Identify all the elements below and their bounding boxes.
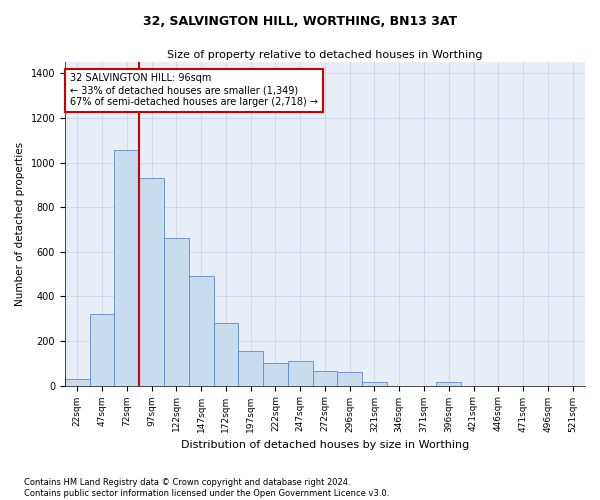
Bar: [65, 379, 89, 386]
Bar: [164, 238, 189, 386]
Bar: [238, 351, 263, 386]
Bar: [362, 382, 387, 386]
Bar: [263, 364, 288, 386]
Bar: [139, 178, 164, 386]
Y-axis label: Number of detached properties: Number of detached properties: [15, 142, 25, 306]
Bar: [89, 314, 115, 386]
Text: Contains HM Land Registry data © Crown copyright and database right 2024.
Contai: Contains HM Land Registry data © Crown c…: [24, 478, 389, 498]
Bar: [313, 371, 337, 386]
Bar: [115, 150, 139, 386]
X-axis label: Distribution of detached houses by size in Worthing: Distribution of detached houses by size …: [181, 440, 469, 450]
Title: Size of property relative to detached houses in Worthing: Size of property relative to detached ho…: [167, 50, 483, 60]
Bar: [436, 382, 461, 386]
Bar: [288, 361, 313, 386]
Bar: [214, 323, 238, 386]
Text: 32 SALVINGTON HILL: 96sqm
← 33% of detached houses are smaller (1,349)
67% of se: 32 SALVINGTON HILL: 96sqm ← 33% of detac…: [70, 74, 318, 106]
Text: 32, SALVINGTON HILL, WORTHING, BN13 3AT: 32, SALVINGTON HILL, WORTHING, BN13 3AT: [143, 15, 457, 28]
Bar: [337, 372, 362, 386]
Bar: [189, 276, 214, 386]
